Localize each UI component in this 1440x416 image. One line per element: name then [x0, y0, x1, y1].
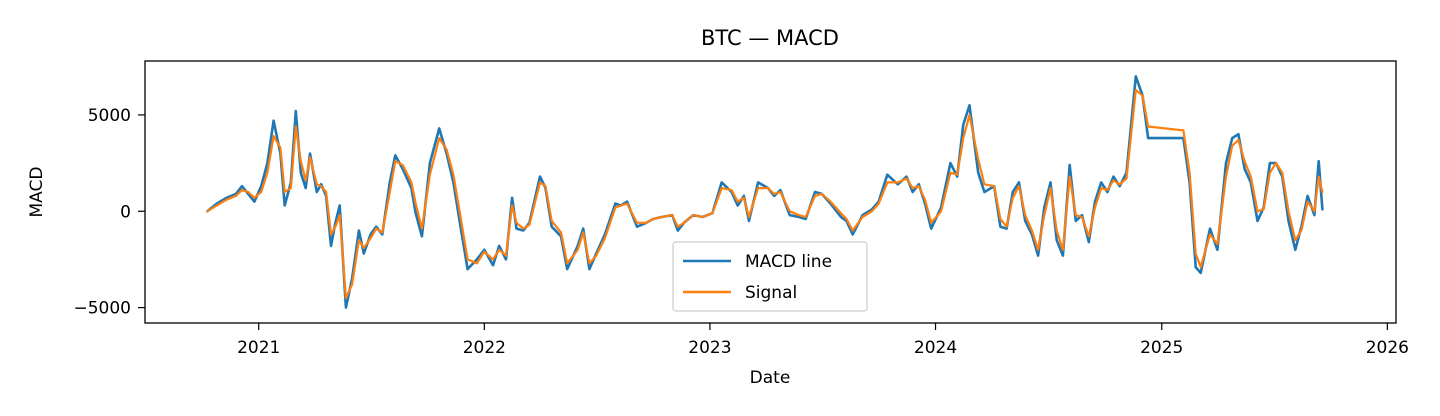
x-tick-label: 2024	[914, 338, 957, 358]
legend: MACD line Signal	[672, 241, 868, 312]
y-tick-label: −5000	[73, 299, 131, 319]
y-axis-label: MACD	[27, 167, 47, 218]
y-tick-label: 5000	[88, 106, 131, 126]
series-layer	[206, 75, 1324, 309]
x-tick-label: 2022	[463, 338, 506, 358]
y-tick-label: 0	[120, 202, 131, 222]
x-tick-label: 2025	[1140, 338, 1183, 358]
x-tick-label: 2026	[1366, 338, 1409, 358]
x-axis-label: Date	[750, 368, 791, 388]
legend-box	[672, 241, 868, 312]
chart-title: BTC — MACD	[701, 26, 839, 50]
series-line-signal	[206, 88, 1324, 300]
plot-area	[144, 60, 1397, 324]
plot-frame	[144, 60, 1397, 324]
legend-label-signal: Signal	[745, 283, 797, 303]
legend-label-macd: MACD line	[745, 252, 832, 272]
y-axis: −5000 0 5000	[73, 106, 145, 319]
x-axis: 2021 2022 2023 2024 2025 2026	[237, 323, 1409, 358]
x-tick-label: 2021	[237, 338, 280, 358]
x-tick-label: 2023	[688, 338, 731, 358]
